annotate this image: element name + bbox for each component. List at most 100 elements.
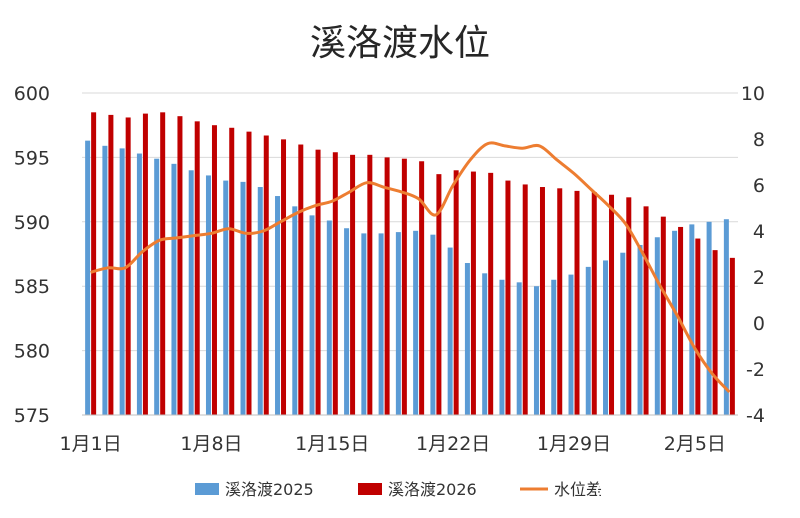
y-right-tick-label: 4 — [753, 221, 765, 243]
bar-2025 — [430, 234, 436, 415]
y-left-tick-label: 580 — [14, 341, 50, 363]
x-tick-label: 1月15日 — [295, 433, 369, 455]
bar-2025 — [344, 228, 350, 415]
bar-2026 — [211, 125, 217, 415]
legend-label-2026: 溪洛渡2026 — [388, 480, 477, 499]
watermark: 雪球：刺猬偷腥 — [596, 481, 732, 501]
bar-2025 — [447, 247, 453, 415]
bar-2026 — [488, 172, 494, 415]
bar-2025 — [533, 286, 539, 415]
y-left-tick-label: 590 — [14, 212, 50, 234]
bar-2025 — [723, 219, 729, 415]
bar-2026 — [298, 144, 304, 415]
bar-2026 — [142, 113, 148, 415]
x-tick-label: 1月29日 — [537, 433, 611, 455]
bar-2025 — [275, 196, 281, 415]
bar-2026 — [229, 127, 235, 415]
bar-2026 — [108, 114, 114, 416]
x-tick-label: 1月8日 — [180, 433, 242, 455]
chart-title: 溪洛渡水位 — [310, 23, 490, 64]
line-series — [90, 141, 731, 394]
y-right-tick-label: 10 — [741, 83, 765, 105]
legend-swatch-2025 — [195, 483, 219, 495]
bar-2026 — [557, 188, 563, 415]
bar-2025 — [378, 233, 384, 415]
bar-2026 — [263, 135, 269, 415]
bar-2025 — [292, 206, 298, 415]
bar-2025 — [637, 244, 643, 415]
bar-2026 — [712, 250, 718, 415]
bar-2026 — [419, 161, 425, 415]
legend-swatch-2026 — [358, 483, 382, 495]
legend-label-2025: 溪洛渡2025 — [225, 480, 314, 499]
y-right-tick-label: 2 — [753, 267, 765, 289]
bar-2025 — [395, 232, 401, 415]
bar-2026 — [609, 194, 615, 415]
bar-2025 — [654, 237, 660, 415]
bar-2025 — [119, 148, 125, 415]
y-left-tick-label: 575 — [14, 405, 50, 427]
bar-2025 — [413, 230, 419, 415]
bar-2025 — [240, 181, 246, 415]
bar-2025 — [171, 163, 177, 415]
bar-2026 — [246, 131, 252, 415]
bar-2025 — [136, 153, 142, 415]
bar-2026 — [470, 171, 476, 415]
bar-2026 — [505, 180, 511, 415]
y-right-tick-label: 6 — [753, 175, 765, 197]
bar-2026 — [539, 187, 545, 415]
y-right-tick-label: -2 — [746, 359, 765, 381]
watermark-text: 雪球：刺猬偷腥 — [620, 482, 732, 501]
bar-2026 — [177, 116, 183, 416]
line-water-level-diff — [90, 141, 731, 394]
bar-2025 — [205, 175, 211, 415]
bar-2026 — [350, 154, 356, 415]
bar-2025 — [102, 145, 108, 416]
bar-2025 — [188, 170, 194, 415]
legend: 溪洛渡2025 溪洛渡2026 水位差 — [195, 480, 602, 499]
y-left-tick-label: 595 — [14, 147, 50, 169]
bar-2026 — [332, 152, 338, 416]
bar-2026 — [660, 216, 666, 415]
bar-2025 — [326, 220, 332, 415]
bar-2026 — [401, 158, 407, 416]
bar-2025 — [706, 221, 712, 415]
bar-2026 — [729, 257, 735, 415]
bar-2026 — [160, 112, 166, 415]
bar-2026 — [367, 154, 373, 415]
bar-2026 — [315, 149, 321, 415]
bar-2025 — [482, 273, 488, 415]
x-tick-label: 2月5日 — [664, 433, 726, 455]
bar-2026 — [281, 139, 287, 416]
y-right-tick-label: 8 — [753, 129, 765, 151]
bar-2025 — [551, 279, 557, 415]
y-left-tick-label: 600 — [14, 83, 50, 105]
bar-2025 — [620, 252, 626, 415]
bar-2025 — [223, 180, 229, 415]
bar-2026 — [91, 112, 97, 415]
legend-label-diff: 水位差 — [554, 480, 602, 499]
bar-2025 — [154, 158, 160, 416]
bar-2026 — [591, 192, 597, 415]
bar-2026 — [436, 174, 442, 415]
bar-2025 — [309, 215, 315, 415]
bar-2025 — [689, 224, 695, 415]
bar-2025 — [672, 230, 678, 415]
bar-2026 — [522, 184, 528, 415]
x-tick-label: 1月22日 — [416, 433, 490, 455]
bar-2025 — [585, 266, 591, 415]
bar-2025 — [568, 274, 574, 415]
bar-2025 — [499, 279, 505, 415]
bar-2025 — [603, 260, 609, 415]
bar-2026 — [695, 238, 701, 415]
watermark-logo-icon — [596, 481, 616, 501]
bar-2026 — [194, 121, 200, 415]
bar-2025 — [464, 263, 470, 415]
y-right-tick-label: 0 — [753, 313, 765, 335]
bar-2025 — [257, 187, 263, 415]
bar-2026 — [574, 190, 580, 415]
bar-2025 — [361, 233, 367, 415]
bars — [85, 112, 735, 416]
